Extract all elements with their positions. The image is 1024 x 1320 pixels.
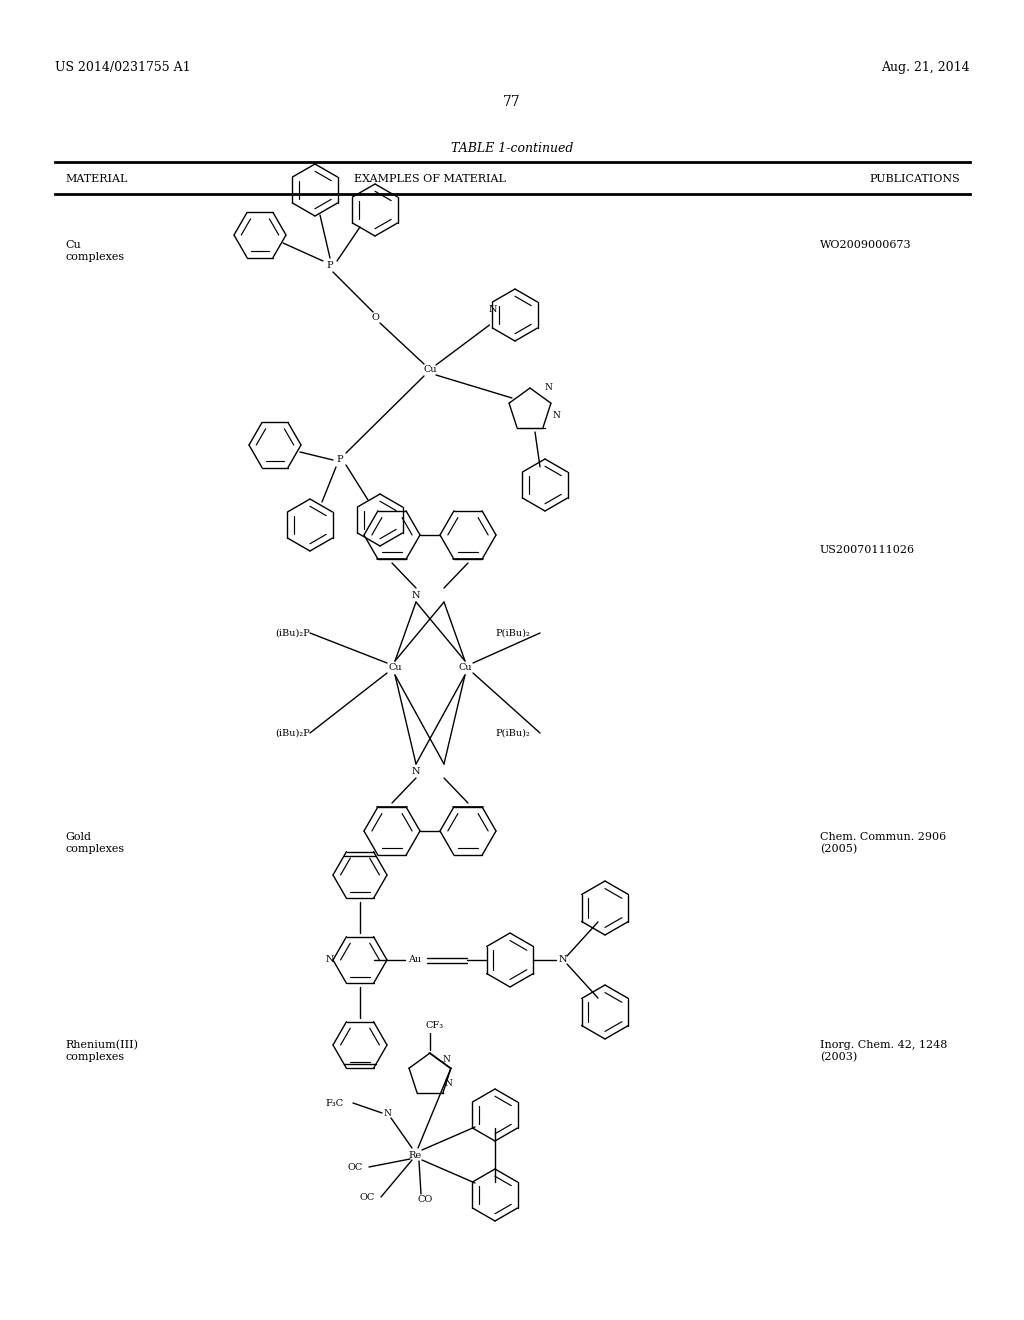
Text: WO2009000673: WO2009000673	[820, 240, 911, 249]
Text: 77: 77	[503, 95, 521, 110]
Text: P: P	[327, 260, 334, 269]
Text: P(iBu)₂: P(iBu)₂	[495, 729, 529, 738]
Text: N: N	[412, 767, 420, 776]
Text: Aug. 21, 2014: Aug. 21, 2014	[882, 62, 970, 74]
Text: Cu
complexes: Cu complexes	[65, 240, 124, 261]
Text: N: N	[488, 305, 498, 314]
Text: N: N	[559, 956, 567, 965]
Text: N: N	[442, 1056, 450, 1064]
Text: Cu: Cu	[423, 366, 437, 375]
Text: US 2014/0231755 A1: US 2014/0231755 A1	[55, 62, 190, 74]
Text: Re: Re	[409, 1151, 422, 1159]
Text: N: N	[444, 1078, 452, 1088]
Text: P(iBu)₂: P(iBu)₂	[495, 628, 529, 638]
Text: TABLE 1-continued: TABLE 1-continued	[451, 141, 573, 154]
Text: N: N	[326, 956, 334, 965]
Text: Gold
complexes: Gold complexes	[65, 832, 124, 854]
Text: Chem. Commun. 2906
(2005): Chem. Commun. 2906 (2005)	[820, 832, 946, 854]
Text: Cu: Cu	[458, 664, 472, 672]
Text: N: N	[412, 590, 420, 599]
Text: Au: Au	[409, 956, 422, 965]
Text: US20070111026: US20070111026	[820, 545, 915, 554]
Text: PUBLICATIONS: PUBLICATIONS	[869, 174, 961, 183]
Text: N: N	[544, 384, 552, 392]
Text: Rhenium(III)
complexes: Rhenium(III) complexes	[65, 1040, 138, 1061]
Text: P: P	[337, 455, 343, 465]
Text: Inorg. Chem. 42, 1248
(2003): Inorg. Chem. 42, 1248 (2003)	[820, 1040, 947, 1063]
Text: (iBu)₂P: (iBu)₂P	[275, 729, 309, 738]
Text: OC: OC	[359, 1192, 375, 1201]
Text: OC: OC	[347, 1163, 362, 1172]
Text: O: O	[371, 314, 379, 322]
Text: EXAMPLES OF MATERIAL: EXAMPLES OF MATERIAL	[354, 174, 506, 183]
Text: CF₃: CF₃	[426, 1020, 444, 1030]
Text: Cu: Cu	[388, 664, 401, 672]
Text: N: N	[552, 411, 560, 420]
Text: F₃C: F₃C	[325, 1098, 343, 1107]
Text: MATERIAL: MATERIAL	[65, 174, 127, 183]
Text: CO: CO	[418, 1196, 432, 1204]
Text: N: N	[383, 1109, 391, 1118]
Text: (iBu)₂P: (iBu)₂P	[275, 628, 309, 638]
